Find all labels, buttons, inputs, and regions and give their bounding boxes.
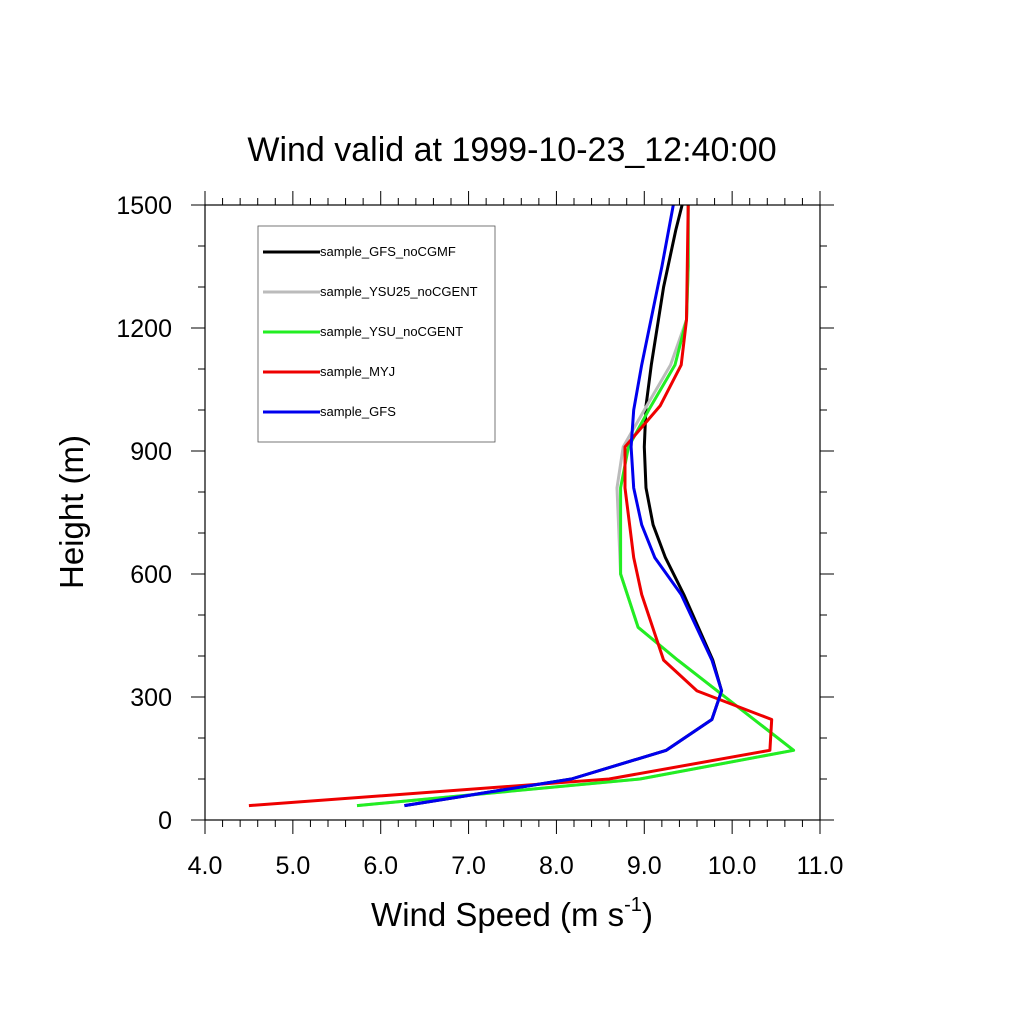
y-tick-labels: 0 300 600 900 1200 1500 xyxy=(116,192,172,835)
y-tick-label: 1200 xyxy=(116,315,172,343)
legend-label: sample_YSU25_noCGENT xyxy=(320,284,478,299)
x-axis-title-superscript: -1 xyxy=(624,894,642,916)
y-tick-label: 600 xyxy=(130,561,172,589)
y-tick-label: 300 xyxy=(130,684,172,712)
series-line-sample_MYJ xyxy=(248,205,774,808)
x-tick-label: 8.0 xyxy=(539,852,574,880)
x-tick-label: 11.0 xyxy=(797,852,844,880)
x-tick-label: 5.0 xyxy=(275,852,310,880)
legend-label: sample_YSU_noCGENT xyxy=(320,324,463,339)
legend-box xyxy=(257,225,496,443)
legend-label: sample_GFS_noCGMF xyxy=(320,244,456,259)
y-tick-label: 900 xyxy=(130,438,172,466)
y-tick-label: 0 xyxy=(158,807,172,835)
x-axis-title-close: ) xyxy=(642,896,653,933)
chart-title: Wind valid at 1999-10-23_12:40:00 xyxy=(247,131,776,169)
series-line-sample_GFS xyxy=(404,205,724,808)
series-layer xyxy=(248,205,796,808)
plot-frame xyxy=(204,204,821,821)
x-tick-label: 4.0 xyxy=(188,852,223,880)
x-axis-title-main: Wind Speed (m s xyxy=(371,896,624,933)
x-axis-title: Wind Speed (m s-1) xyxy=(371,894,653,933)
y-tick-label: 1500 xyxy=(116,192,172,220)
x-tick-label: 9.0 xyxy=(627,852,662,880)
ticks-layer xyxy=(191,191,834,834)
x-tick-label: 7.0 xyxy=(451,852,486,880)
y-axis-title: Height (m) xyxy=(53,435,90,589)
legend: sample_GFS_noCGMF sample_YSU25_noCGENTsam… xyxy=(257,225,496,443)
x-tick-labels: 4.0 5.0 6.0 7.0 8.0 9.0 10.0 11.0 xyxy=(188,852,844,880)
x-tick-label: 10.0 xyxy=(708,852,757,880)
legend-label: sample_GFS xyxy=(320,404,396,419)
legend-label: sample_MYJ xyxy=(320,364,395,379)
x-tick-label: 6.0 xyxy=(363,852,398,880)
